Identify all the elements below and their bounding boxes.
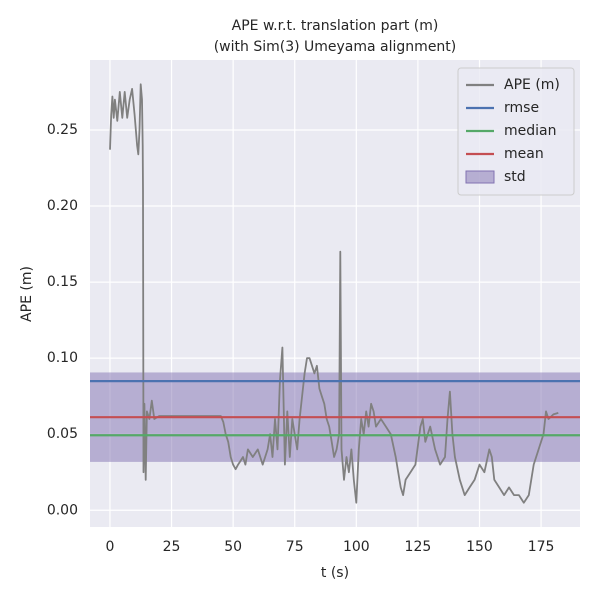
y-tick-label: 0.25 <box>47 122 78 138</box>
legend-swatch <box>465 170 495 184</box>
chart-title: APE w.r.t. translation part (m) <box>232 18 439 34</box>
y-tick-label: 0.20 <box>47 198 78 214</box>
y-tick-label: 0.10 <box>47 350 78 366</box>
x-tick-label: 125 <box>405 539 432 555</box>
x-tick-label: 175 <box>528 539 555 555</box>
chart-subtitle: (with Sim(3) Umeyama alignment) <box>214 39 457 55</box>
x-axis-label: t (s) <box>321 565 349 581</box>
ape-line <box>109 83 559 504</box>
x-tick-label: 100 <box>343 539 370 555</box>
legend-label: std <box>504 169 526 185</box>
legend-box <box>457 67 575 196</box>
x-tick-label: 75 <box>286 539 304 555</box>
legend-label: median <box>504 123 556 139</box>
y-axis-label: APE (m) <box>19 266 35 322</box>
legend-label: APE (m) <box>504 77 560 93</box>
y-tick-label: 0.15 <box>47 274 78 290</box>
x-tick-label: 0 <box>105 539 114 555</box>
y-tick-label: 0.05 <box>47 426 78 442</box>
x-tick-label: 150 <box>466 539 493 555</box>
legend-label: rmse <box>504 100 539 116</box>
legend-label: mean <box>504 146 544 162</box>
x-tick-label: 50 <box>224 539 242 555</box>
x-tick-label: 25 <box>163 539 181 555</box>
y-tick-label: 0.00 <box>47 502 78 518</box>
